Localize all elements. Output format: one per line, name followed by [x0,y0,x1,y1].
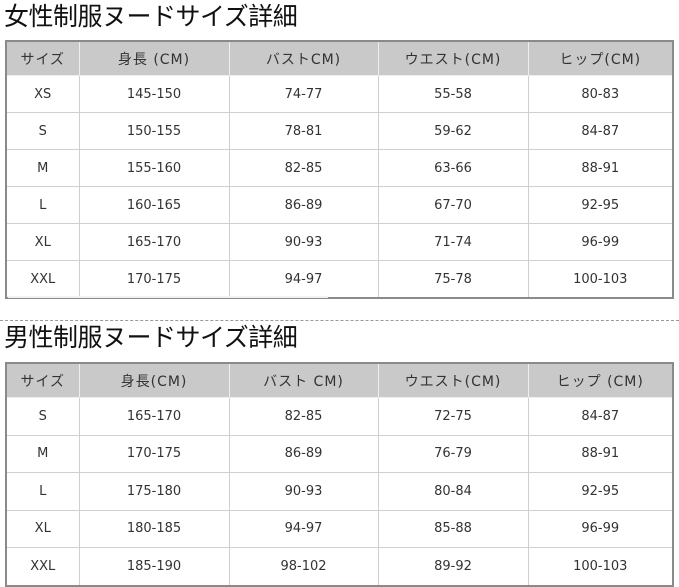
measurement-cell: 86-89 [228,434,379,473]
measurement-cell: 155-160 [78,149,230,187]
measurement-cell: 88-91 [527,149,674,187]
measurement-cell: 185-190 [78,547,230,586]
measurement-cell: 90-93 [228,223,379,261]
table-row: XS 145-150 74-77 55-58 80-83 [5,75,674,113]
table-row: S 150-155 78-81 59-62 84-87 [5,112,674,150]
table-row: XXL 170-175 94-97 75-78 100-103 [5,260,674,299]
measurement-cell: 145-150 [78,75,230,113]
measurement-cell: 96-99 [527,509,674,548]
measurement-cell: 86-89 [228,186,379,224]
men-size-title: 男性制服ヌードサイズ詳細 [4,323,298,352]
table-row: XL 180-185 94-97 85-88 96-99 [5,509,674,548]
dashed-divider [0,320,679,321]
size-cell: S [5,397,80,436]
table-row: L 175-180 90-93 80-84 92-95 [5,472,674,511]
table-row: M 155-160 82-85 63-66 88-91 [5,149,674,187]
measurement-cell: 160-165 [78,186,230,224]
size-cell: L [5,186,80,224]
measurement-cell: 76-79 [377,434,529,473]
measurement-cell: 84-87 [527,397,674,436]
measurement-cell: 165-170 [78,223,230,261]
measurement-cell: 82-85 [228,397,379,436]
measurement-cell: 82-85 [228,149,379,187]
measurement-cell: 175-180 [78,472,230,511]
measurement-cell: 170-175 [78,434,230,473]
table-row: M 170-175 86-89 76-79 88-91 [5,434,674,473]
column-header: ウエスト(CM) [377,362,529,398]
measurement-cell: 55-58 [377,75,529,113]
column-header: サイズ [5,40,80,76]
women-size-title: 女性制服ヌードサイズ詳細 [4,2,298,31]
size-cell: XS [5,75,80,113]
measurement-cell: 72-75 [377,397,529,436]
measurement-cell: 98-102 [228,547,379,586]
measurement-cell: 150-155 [78,112,230,150]
measurement-cell: 180-185 [78,509,230,548]
size-cell: L [5,472,80,511]
table-row: XL 165-170 90-93 71-74 96-99 [5,223,674,261]
measurement-cell: 170-175 [78,260,230,299]
table-header-row: サイズ 身長(CM) バスト CM) ウエスト(CM) ヒップ (CM) [5,362,674,398]
table-header-row: サイズ 身長 (CM) バストCM) ウエスト(CM) ヒップ(CM) [5,40,674,76]
measurement-cell: 94-97 [228,260,379,299]
measurement-cell: 90-93 [228,472,379,511]
measurement-cell: 75-78 [377,260,529,299]
column-header: 身長(CM) [78,362,230,398]
measurement-cell: 100-103 [527,547,674,586]
size-cell: S [5,112,80,150]
size-cell: XL [5,509,80,548]
measurement-cell: 80-83 [527,75,674,113]
column-header: バスト CM) [228,362,379,398]
column-header: 身長 (CM) [78,40,230,76]
measurement-cell: 59-62 [377,112,529,150]
measurement-cell: 94-97 [228,509,379,548]
size-cell: XXL [5,547,80,586]
table-row: L 160-165 86-89 67-70 92-95 [5,186,674,224]
measurement-cell: 74-77 [228,75,379,113]
column-header: ヒップ(CM) [527,40,674,76]
measurement-cell: 100-103 [527,260,674,299]
measurement-cell: 71-74 [377,223,529,261]
measurement-cell: 85-88 [377,509,529,548]
measurement-cell: 63-66 [377,149,529,187]
divider [8,296,328,298]
measurement-cell: 92-95 [527,472,674,511]
men-size-table: サイズ 身長(CM) バスト CM) ウエスト(CM) ヒップ (CM) S 165-17… [5,362,674,587]
column-header: ウエスト(CM) [377,40,529,76]
measurement-cell: 88-91 [527,434,674,473]
measurement-cell: 165-170 [78,397,230,436]
column-header: サイズ [5,362,80,398]
measurement-cell: 89-92 [377,547,529,586]
measurement-cell: 80-84 [377,472,529,511]
column-header: バストCM) [228,40,379,76]
women-size-table: サイズ 身長 (CM) バストCM) ウエスト(CM) ヒップ(CM) XS 145-15… [5,40,674,299]
size-cell: XL [5,223,80,261]
measurement-cell: 92-95 [527,186,674,224]
measurement-cell: 67-70 [377,186,529,224]
table-row: XXL 185-190 98-102 89-92 100-103 [5,547,674,586]
column-header: ヒップ (CM) [527,362,674,398]
table-row: S 165-170 82-85 72-75 84-87 [5,397,674,436]
measurement-cell: 84-87 [527,112,674,150]
size-cell: M [5,434,80,473]
measurement-cell: 96-99 [527,223,674,261]
size-cell: M [5,149,80,187]
size-cell: XXL [5,260,80,299]
measurement-cell: 78-81 [228,112,379,150]
